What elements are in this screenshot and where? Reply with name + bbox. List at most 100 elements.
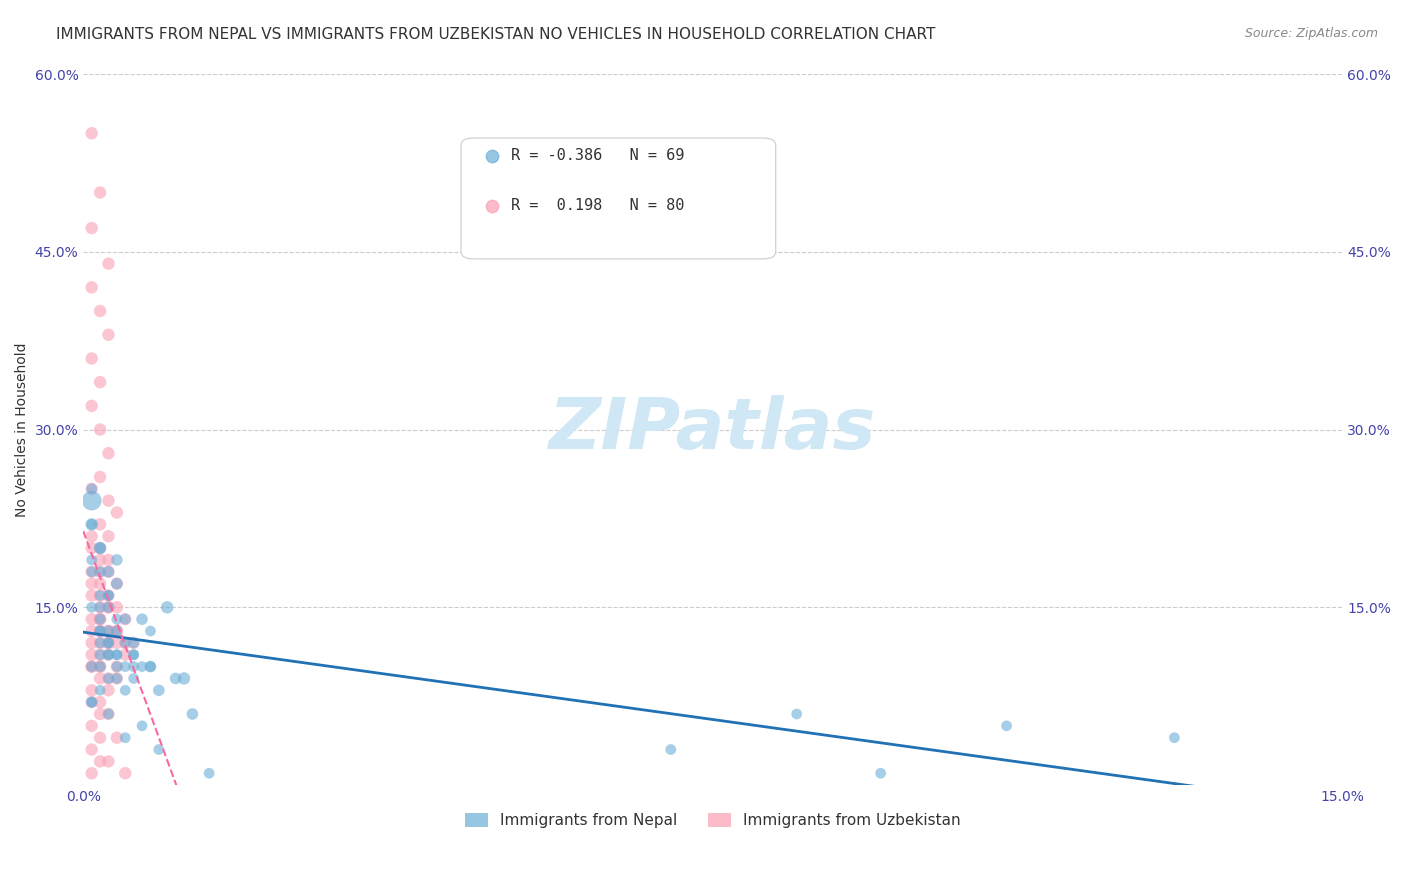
Point — [105, 648, 128, 662]
Point — [97, 648, 120, 662]
Point — [80, 529, 103, 543]
Point — [97, 565, 120, 579]
Legend: Immigrants from Nepal, Immigrants from Uzbekistan: Immigrants from Nepal, Immigrants from U… — [458, 807, 967, 834]
Point — [1163, 731, 1185, 745]
Point — [80, 683, 103, 698]
Point — [105, 576, 128, 591]
Point — [105, 624, 128, 638]
Point — [97, 493, 120, 508]
Point — [114, 612, 136, 626]
Point — [89, 636, 111, 650]
Point — [114, 766, 136, 780]
Point — [89, 648, 111, 662]
Point — [97, 636, 120, 650]
Point — [97, 624, 120, 638]
Point — [995, 719, 1018, 733]
Point — [89, 624, 111, 638]
Point — [80, 695, 103, 709]
Point — [89, 624, 111, 638]
Point — [97, 553, 120, 567]
Point — [89, 624, 111, 638]
Point — [89, 589, 111, 603]
Point — [148, 742, 170, 756]
Point — [114, 659, 136, 673]
Point — [105, 506, 128, 520]
Point — [89, 612, 111, 626]
Point — [80, 517, 103, 532]
Point — [122, 648, 145, 662]
Point — [89, 659, 111, 673]
Point — [89, 659, 111, 673]
Point — [80, 600, 103, 615]
Point — [97, 683, 120, 698]
Point — [80, 482, 103, 496]
Point — [80, 280, 103, 294]
Point — [97, 648, 120, 662]
Point — [80, 612, 103, 626]
Point — [97, 257, 120, 271]
Point — [97, 529, 120, 543]
Point — [80, 742, 103, 756]
Text: Source: ZipAtlas.com: Source: ZipAtlas.com — [1244, 27, 1378, 40]
Point — [139, 659, 162, 673]
Point — [114, 648, 136, 662]
Point — [80, 659, 103, 673]
Point — [97, 589, 120, 603]
Point — [114, 636, 136, 650]
Point — [786, 706, 808, 721]
Point — [89, 624, 111, 638]
Point — [89, 375, 111, 389]
Point — [122, 636, 145, 650]
Point — [97, 600, 120, 615]
Point — [80, 565, 103, 579]
Point — [80, 766, 103, 780]
Point — [97, 755, 120, 769]
FancyBboxPatch shape — [461, 138, 776, 259]
Point — [122, 672, 145, 686]
Point — [97, 589, 120, 603]
Point — [114, 731, 136, 745]
Point — [89, 423, 111, 437]
Point — [122, 659, 145, 673]
Point — [139, 659, 162, 673]
Point — [80, 648, 103, 662]
Point — [89, 541, 111, 555]
Y-axis label: No Vehicles in Household: No Vehicles in Household — [15, 343, 30, 516]
Point — [105, 648, 128, 662]
Point — [89, 186, 111, 200]
Point — [80, 659, 103, 673]
Point — [105, 576, 128, 591]
Point — [89, 706, 111, 721]
Point — [80, 517, 103, 532]
Point — [122, 648, 145, 662]
Point — [80, 493, 103, 508]
Point — [89, 731, 111, 745]
Point — [89, 755, 111, 769]
Text: IMMIGRANTS FROM NEPAL VS IMMIGRANTS FROM UZBEKISTAN NO VEHICLES IN HOUSEHOLD COR: IMMIGRANTS FROM NEPAL VS IMMIGRANTS FROM… — [56, 27, 935, 42]
Point — [80, 351, 103, 366]
Point — [105, 553, 128, 567]
Point — [105, 612, 128, 626]
Point — [80, 695, 103, 709]
Point — [105, 600, 128, 615]
Point — [89, 659, 111, 673]
Point — [89, 683, 111, 698]
Point — [97, 706, 120, 721]
Point — [198, 766, 221, 780]
Point — [97, 600, 120, 615]
Text: R = -0.386   N = 69: R = -0.386 N = 69 — [512, 148, 685, 163]
Point — [97, 565, 120, 579]
Point — [80, 221, 103, 235]
Point — [80, 541, 103, 555]
Point — [165, 672, 187, 686]
Point — [80, 576, 103, 591]
Point — [105, 659, 128, 673]
Point — [89, 541, 111, 555]
Point — [659, 742, 682, 756]
Point — [89, 612, 111, 626]
Point — [89, 612, 111, 626]
Point — [89, 470, 111, 484]
Point — [80, 565, 103, 579]
Point — [97, 636, 120, 650]
Point — [89, 600, 111, 615]
